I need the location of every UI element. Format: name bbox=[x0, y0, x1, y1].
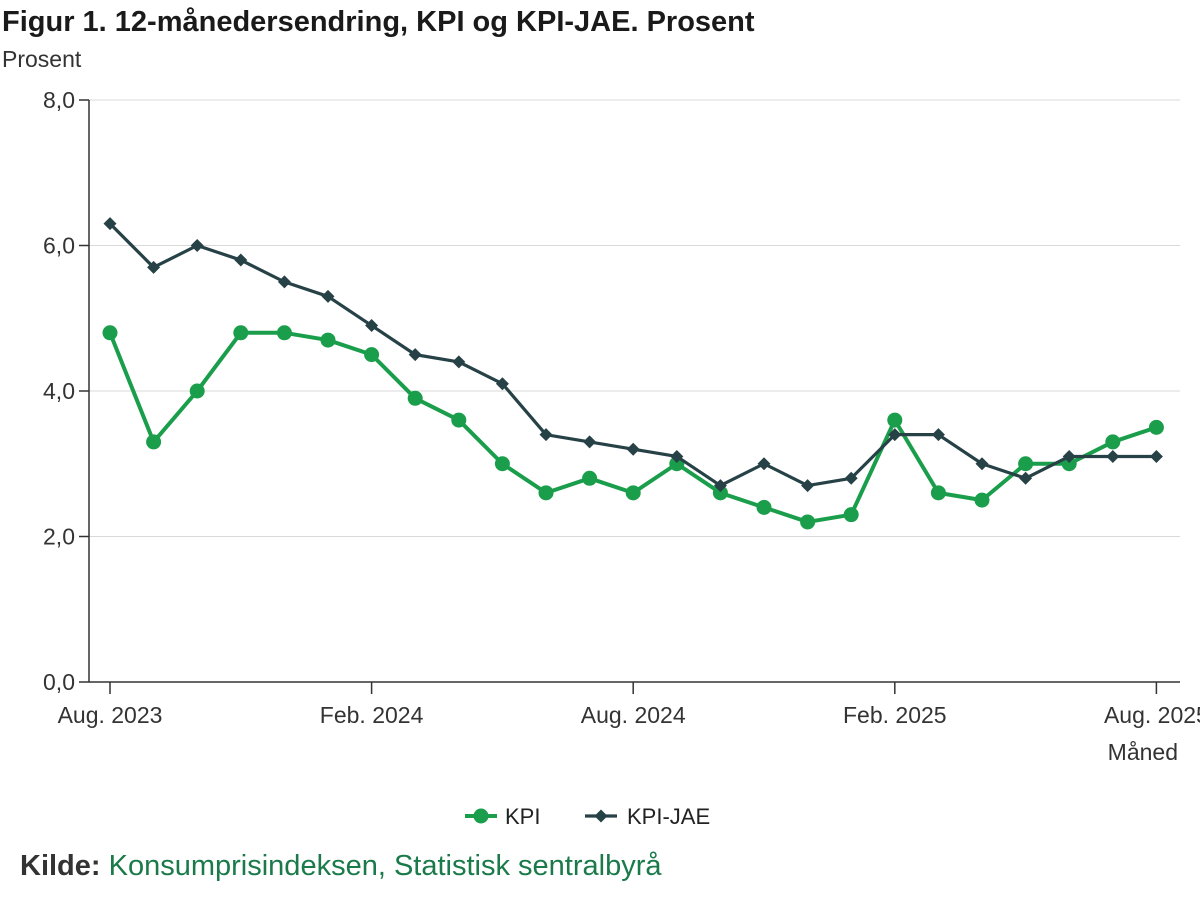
data-point bbox=[757, 457, 771, 471]
data-point bbox=[321, 289, 335, 303]
data-point bbox=[1106, 449, 1120, 463]
data-point bbox=[539, 428, 553, 442]
data-point bbox=[364, 347, 380, 363]
data-point bbox=[147, 260, 161, 274]
data-point bbox=[320, 332, 336, 348]
data-point bbox=[931, 428, 945, 442]
data-point bbox=[974, 492, 990, 508]
x-tick-label: Aug. 2024 bbox=[581, 702, 686, 728]
chart-title: Figur 1. 12-månedersendring, KPI og KPI-… bbox=[2, 6, 755, 38]
data-point bbox=[1018, 456, 1034, 472]
data-point bbox=[583, 435, 597, 449]
x-tick-label: Aug. 2025 bbox=[1104, 702, 1200, 728]
data-point bbox=[887, 412, 903, 428]
data-point bbox=[712, 485, 728, 501]
data-point bbox=[103, 217, 117, 231]
data-point bbox=[277, 275, 291, 289]
y-tick-label: 8,0 bbox=[43, 87, 75, 113]
x-tick-label: Feb. 2024 bbox=[320, 702, 424, 728]
data-point bbox=[102, 325, 118, 341]
data-point bbox=[538, 485, 554, 501]
data-point bbox=[844, 471, 858, 485]
legend-item-kpi[interactable]: KPI bbox=[465, 804, 540, 829]
series-kpi bbox=[102, 325, 1164, 530]
data-point bbox=[146, 434, 162, 450]
data-point bbox=[801, 479, 815, 493]
legend-label: KPI bbox=[505, 804, 540, 829]
y-axis-unit-label: Prosent bbox=[2, 46, 82, 72]
data-point bbox=[190, 239, 204, 252]
data-point bbox=[930, 485, 946, 501]
y-tick-label: 0,0 bbox=[43, 669, 75, 695]
legend-swatch-marker bbox=[594, 809, 608, 823]
data-point bbox=[365, 319, 379, 333]
x-tick-label: Feb. 2025 bbox=[843, 702, 947, 728]
series-layer bbox=[102, 217, 1164, 530]
data-point bbox=[407, 390, 423, 406]
data-point bbox=[800, 514, 816, 530]
x-tick-label: Aug. 2023 bbox=[58, 702, 163, 728]
gridlines bbox=[89, 99, 1180, 537]
legend-label: KPI-JAE bbox=[627, 804, 710, 829]
source-note: Kilde: Konsumprisindeksen, Statistisk se… bbox=[20, 850, 661, 883]
data-point bbox=[670, 449, 684, 463]
data-point bbox=[408, 348, 422, 362]
data-point bbox=[888, 428, 902, 442]
data-point bbox=[276, 325, 292, 341]
data-point bbox=[189, 383, 205, 399]
source-link[interactable]: Konsumprisindeksen, Statistisk sentralby… bbox=[108, 850, 662, 882]
data-point bbox=[756, 499, 772, 515]
data-point bbox=[843, 507, 859, 523]
data-point bbox=[626, 442, 640, 456]
y-tick-label: 2,0 bbox=[43, 524, 75, 550]
data-point bbox=[625, 485, 641, 501]
data-point bbox=[452, 355, 466, 369]
y-tick-label: 6,0 bbox=[43, 233, 75, 259]
data-point bbox=[713, 479, 727, 493]
data-point bbox=[975, 457, 989, 471]
data-point bbox=[1062, 449, 1076, 463]
data-point bbox=[233, 325, 249, 341]
legend: KPI KPI-JAE bbox=[465, 804, 710, 829]
data-point bbox=[582, 470, 598, 486]
data-point bbox=[495, 377, 509, 391]
data-point bbox=[494, 456, 510, 472]
legend-swatch-marker bbox=[473, 808, 489, 824]
data-point bbox=[1148, 419, 1164, 435]
source-label: Kilde: bbox=[20, 850, 101, 882]
data-point bbox=[234, 253, 248, 267]
series-kpi-jae bbox=[103, 217, 1163, 493]
x-axis-title: Måned bbox=[1108, 739, 1178, 765]
axes: 0,0 2,0 4,0 6,0 8,0 Aug. 2023 Feb. 2024 Aug. 20… bbox=[43, 87, 1200, 765]
legend-item-kpi-jae[interactable]: KPI-JAE bbox=[585, 804, 710, 829]
data-point bbox=[451, 412, 467, 428]
data-point bbox=[1149, 449, 1163, 463]
data-point bbox=[1019, 471, 1033, 485]
y-tick-label: 4,0 bbox=[43, 378, 75, 404]
line-chart: 0,0 2,0 4,0 6,0 8,0 Aug. 2023 Feb. 2024 Aug. 20… bbox=[43, 87, 1200, 829]
data-point bbox=[1105, 434, 1121, 450]
